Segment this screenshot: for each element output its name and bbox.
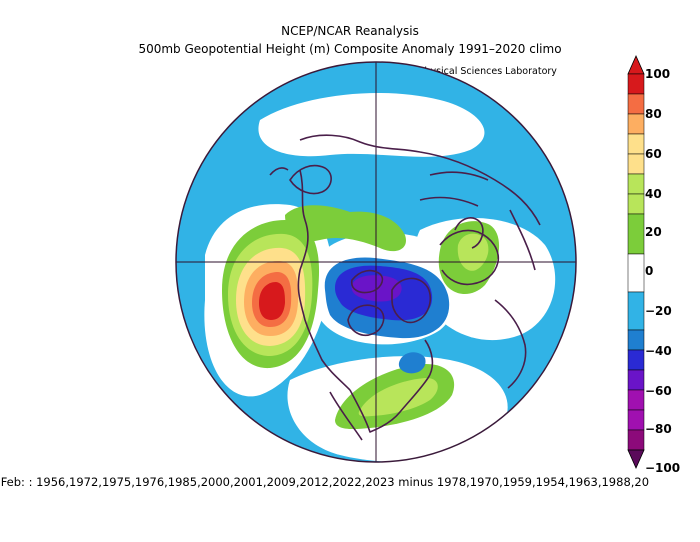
- credit-label: NOAA Physical Sciences Laboratory: [388, 66, 557, 77]
- colorbar-top-arrow: [627, 55, 645, 75]
- colorbar-label-neg20: −20: [645, 304, 672, 318]
- colorbar-seg-neg70: [627, 389, 645, 411]
- coastlines: [269, 134, 541, 441]
- atlantic-positive-40: [358, 377, 438, 417]
- colorbar-seg-neg40: [627, 329, 645, 351]
- zero-band-north: [258, 92, 485, 157]
- colorbar-seg-40: [627, 133, 645, 155]
- colorbar: [627, 55, 645, 469]
- chart-title-line1: NCEP/NCAR Reanalysis: [281, 24, 419, 38]
- map-border: [175, 61, 577, 463]
- colorbar-seg-5: [627, 213, 645, 255]
- colorbar-label-neg40: −40: [645, 344, 672, 358]
- colorbar-bottom-arrow: [627, 449, 645, 469]
- colorbar-seg-neg90: [627, 429, 645, 451]
- chart-title-line2: 500mb Geopotential Height (m) Composite …: [138, 42, 562, 56]
- colorbar-label-neg100: −100: [645, 461, 681, 475]
- colorbar-seg-0: [627, 253, 645, 293]
- colorbar-label-80: 80: [645, 107, 662, 121]
- colorbar-seg-neg50: [627, 349, 645, 371]
- colorbar-seg-30: [627, 153, 645, 175]
- colorbar-seg-10: [627, 193, 645, 215]
- polar-map: [175, 61, 577, 463]
- years-caption: o Feb: : 1956,1972,1975,1976,1985,2000,2…: [0, 475, 650, 489]
- colorbar-seg-20: [627, 173, 645, 195]
- atlantic-negative-40: [398, 352, 426, 374]
- colorbar-seg-neg20: [627, 291, 645, 331]
- colorbar-label-neg80: −80: [645, 422, 672, 436]
- colorbar-label-20: 20: [645, 225, 662, 239]
- colorbar-label-100: 100: [645, 67, 671, 81]
- colorbar-seg-100: [627, 73, 645, 95]
- colorbar-seg-neg60: [627, 369, 645, 391]
- europe-positive-40: [457, 233, 489, 271]
- colorbar-seg-60: [627, 113, 645, 135]
- colorbar-label-neg60: −60: [645, 384, 672, 398]
- colorbar-label-0: 0: [645, 264, 654, 278]
- colorbar-label-60: 60: [645, 147, 662, 161]
- colorbar-seg-neg80: [627, 409, 645, 431]
- colorbar-seg-80: [627, 93, 645, 115]
- ridge-contour-120: [259, 282, 285, 320]
- colorbar-label-40: 40: [645, 187, 662, 201]
